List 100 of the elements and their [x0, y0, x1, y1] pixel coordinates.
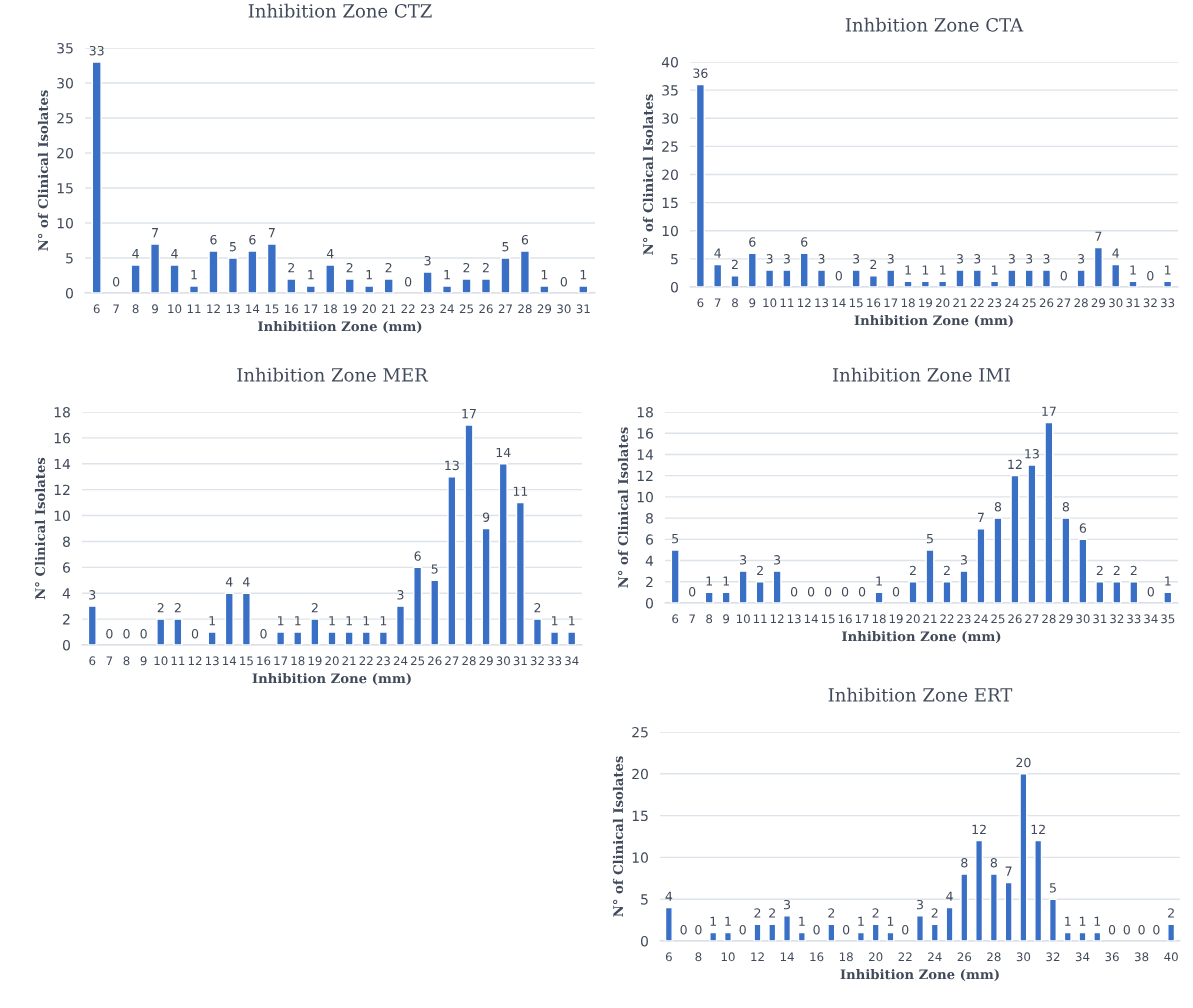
data-label: 3 — [783, 254, 790, 264]
data-label: 14 — [496, 447, 511, 458]
data-label: 1 — [991, 265, 998, 275]
x-tick-label: 6 — [697, 298, 704, 308]
bar — [704, 591, 714, 603]
bar — [1078, 931, 1087, 941]
bar — [1024, 269, 1034, 287]
x-tick-label: 22 — [940, 614, 954, 624]
x-tick-label: 36 — [1105, 952, 1119, 962]
bar — [378, 631, 388, 645]
x-tick-label: 34 — [1144, 614, 1158, 624]
x-tick-label: 23 — [420, 304, 435, 314]
data-label: 0 — [191, 628, 199, 639]
data-label: 0 — [892, 586, 900, 597]
data-label: 0 — [739, 924, 746, 935]
x-tick-label: 40 — [1164, 952, 1178, 962]
bar — [266, 243, 277, 293]
bar — [738, 570, 748, 603]
data-label: 0 — [123, 628, 130, 639]
x-tick-label: 24 — [1005, 298, 1019, 308]
bar — [942, 581, 952, 603]
data-label: 1 — [363, 616, 370, 626]
data-label: 4 — [132, 249, 139, 259]
x-tick-label: 12 — [188, 656, 202, 666]
data-label: 0 — [1060, 270, 1067, 281]
y-tick-label: 15 — [57, 183, 73, 194]
bar — [286, 278, 297, 293]
data-label: 2 — [870, 259, 877, 269]
x-tick-label: 18 — [872, 614, 886, 624]
bar — [747, 252, 757, 287]
data-label: 7 — [152, 228, 158, 238]
x-axis-title: Inhibitiion Zone (mm) — [258, 321, 422, 334]
data-label: 4 — [171, 249, 178, 259]
x-tick-label: 12 — [751, 952, 764, 962]
x-tick-label: 20 — [869, 952, 883, 962]
y-axis-title: N° of Clinical Isolates — [617, 427, 629, 588]
y-tick-label: 0 — [645, 597, 653, 609]
x-tick-label: 25 — [991, 614, 1005, 624]
x-tick-label: 14 — [780, 952, 794, 962]
bar — [1093, 246, 1103, 287]
data-label: 2 — [872, 908, 879, 918]
bar — [91, 61, 102, 293]
x-tick-label: 19 — [919, 298, 933, 308]
bar — [481, 527, 491, 645]
x-tick-label: 16 — [867, 298, 881, 308]
data-label: 4 — [243, 577, 250, 587]
x-axis-title: Inhibition Zone (mm) — [252, 673, 411, 686]
y-tick-label: 20 — [57, 147, 73, 159]
bar — [498, 463, 508, 645]
bar — [480, 278, 492, 293]
data-label: 4 — [714, 248, 721, 258]
data-label: 2 — [1130, 565, 1137, 576]
data-label: 3 — [1008, 254, 1015, 264]
data-label: 2 — [909, 565, 916, 576]
data-label: 1 — [209, 616, 215, 626]
data-label: 1 — [541, 270, 548, 280]
x-tick-label: 20 — [325, 656, 339, 666]
bar — [1078, 538, 1088, 603]
y-axis-title: N° of Clinical Isolates — [37, 90, 49, 251]
y-tick-label: 5 — [641, 894, 648, 905]
x-tick-label: 13 — [815, 298, 829, 308]
bar — [908, 581, 918, 603]
x-tick-label: 27 — [445, 656, 459, 666]
x-tick-label: 16 — [810, 952, 824, 962]
bar — [989, 280, 1000, 287]
x-tick-label: 18 — [291, 656, 305, 666]
bar — [395, 605, 406, 645]
bar — [959, 570, 969, 603]
data-label: 0 — [790, 586, 798, 597]
x-tick-label: 26 — [957, 952, 972, 962]
x-tick-label: 22 — [898, 952, 912, 962]
data-label: 3 — [1026, 254, 1033, 264]
data-label: 5 — [926, 534, 933, 544]
data-label: 33 — [89, 45, 104, 56]
x-tick-label: 30 — [496, 656, 510, 666]
x-tick-label: 23 — [376, 656, 390, 666]
data-label: 1 — [1079, 916, 1086, 926]
y-tick-label: 14 — [637, 449, 654, 460]
x-tick-label: 11 — [171, 656, 185, 666]
x-tick-label: 10 — [154, 656, 168, 666]
x-tick-label: 24 — [393, 656, 408, 666]
data-label: 0 — [824, 586, 832, 597]
bar — [550, 631, 560, 645]
data-label: 2 — [754, 908, 761, 918]
data-label: 1 — [799, 916, 805, 926]
bar — [1063, 931, 1072, 941]
bar — [695, 83, 705, 287]
y-tick-label: 6 — [646, 534, 654, 545]
data-label: 4 — [225, 577, 233, 587]
data-label: 11 — [513, 486, 528, 496]
x-tick-label: 24 — [974, 614, 988, 624]
bar — [173, 618, 183, 645]
data-label: 2 — [463, 262, 470, 273]
x-tick-label: 8 — [732, 298, 738, 308]
data-label: 0 — [260, 628, 267, 639]
bar — [208, 250, 219, 293]
x-tick-label: 14 — [832, 298, 846, 308]
x-tick-label: 28 — [987, 952, 1001, 962]
data-label: 6 — [414, 551, 421, 561]
x-tick-label: 15 — [240, 656, 253, 666]
